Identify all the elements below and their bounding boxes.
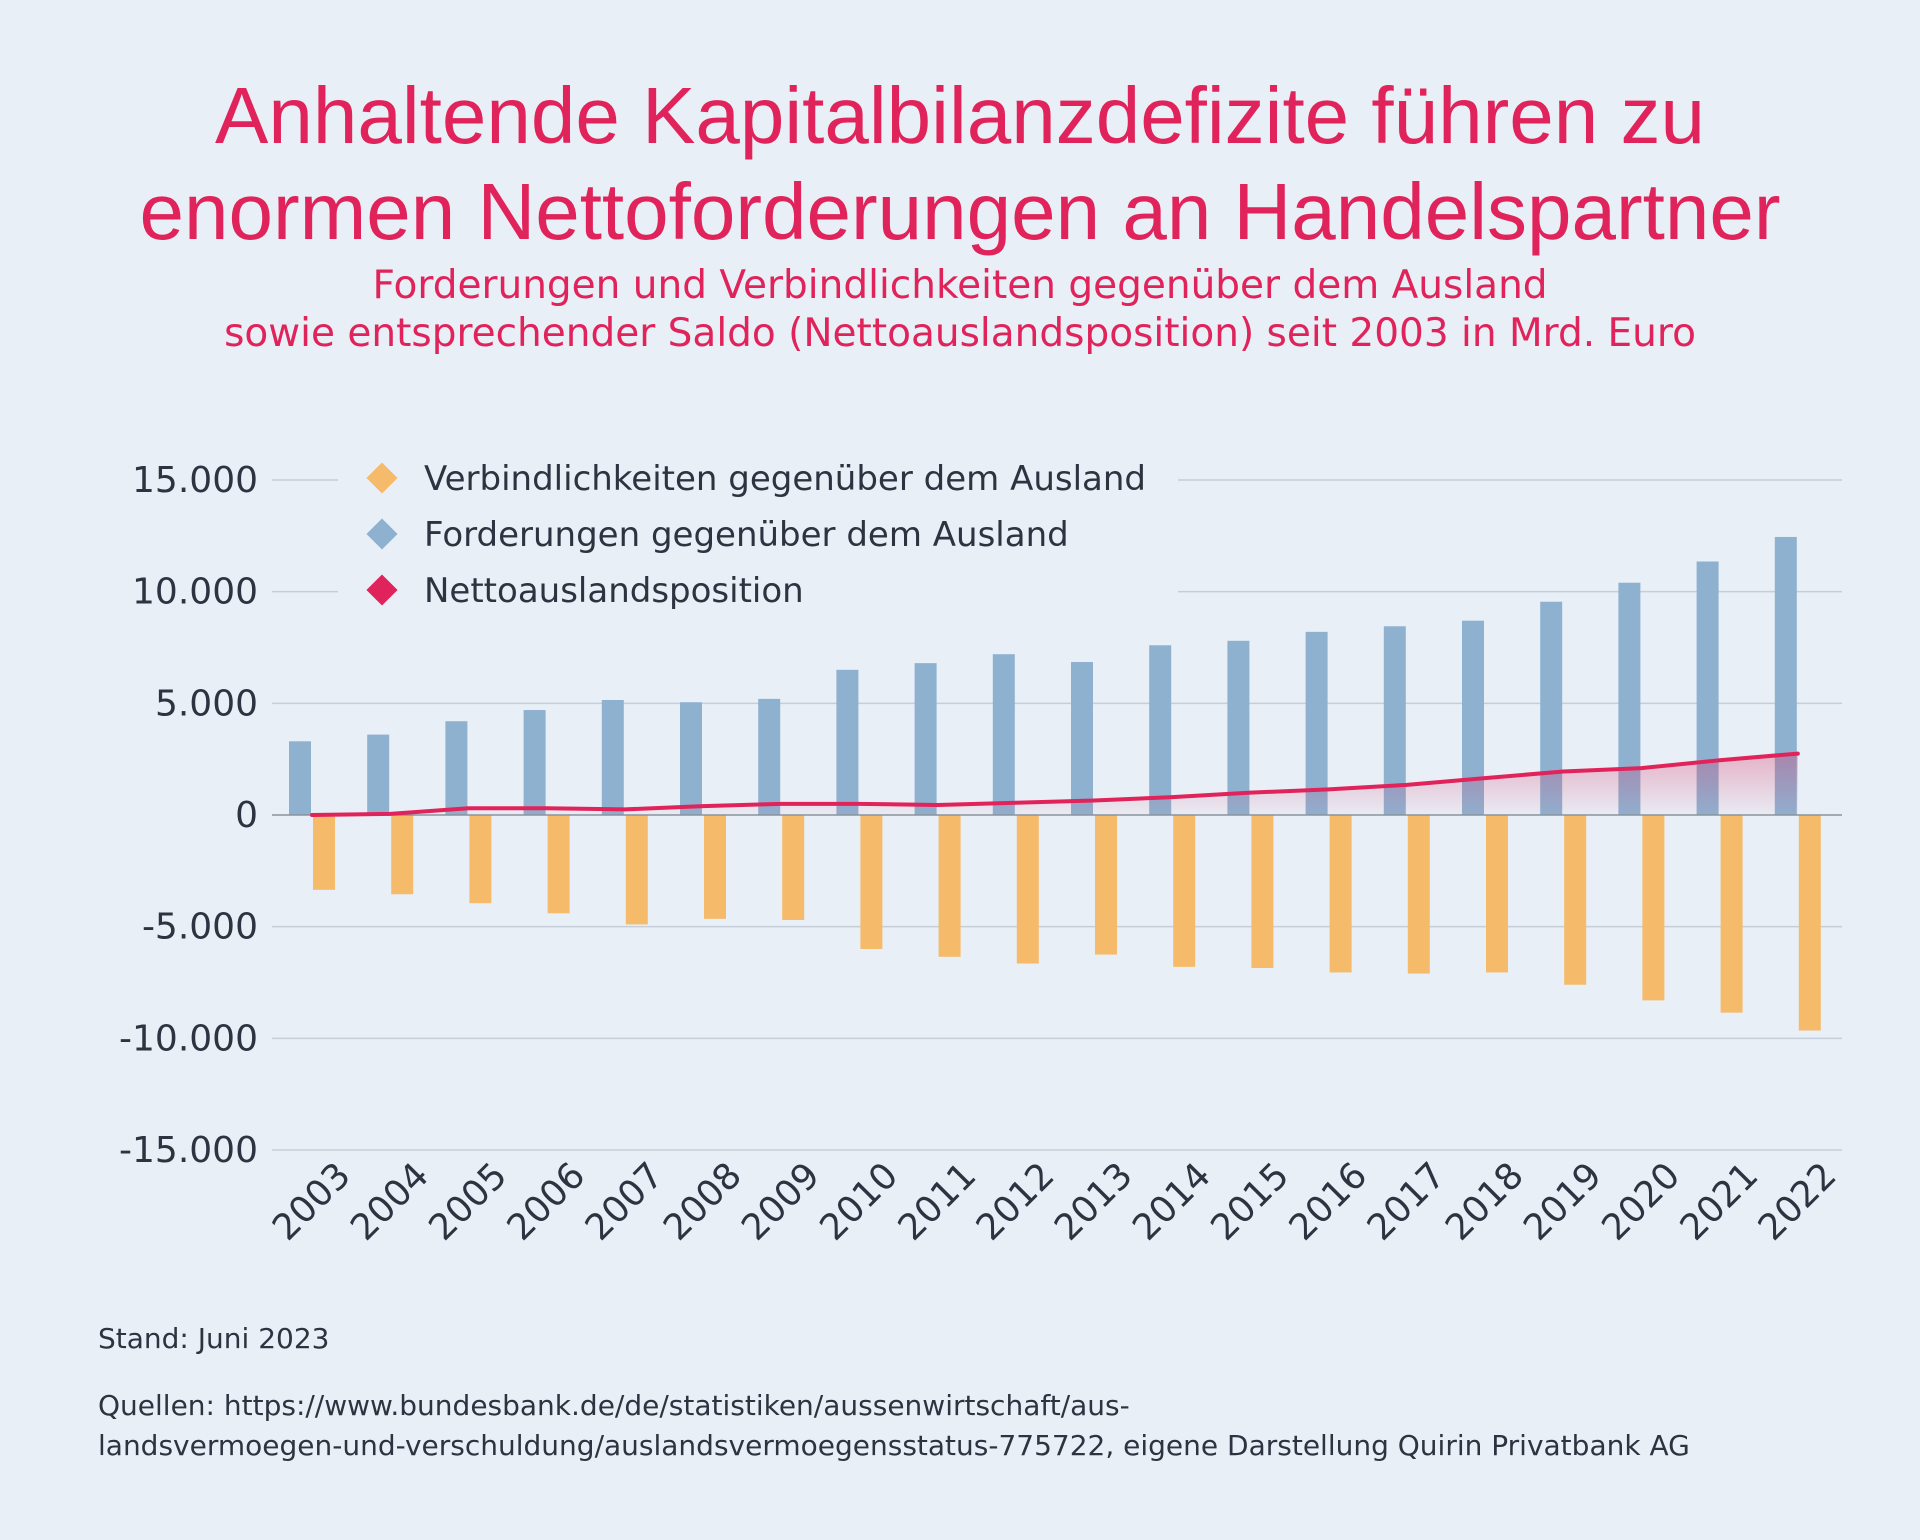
chart-subtitle-line-1: Forderungen und Verbindlichkeiten gegenü… — [372, 263, 1548, 308]
asset-bar — [523, 710, 546, 815]
x-tick-label: 2017 — [1360, 1155, 1454, 1249]
x-tick-label: 2006 — [500, 1155, 594, 1249]
y-tick-label: 15.000 — [132, 460, 258, 501]
chart-subtitle-line-2: sowie entsprechender Saldo (Nettoausland… — [224, 311, 1696, 356]
footer-source-line-2: landsvermoegen-und-verschuldung/auslands… — [98, 1429, 1690, 1462]
asset-bar — [289, 741, 311, 815]
legend-background — [338, 445, 1178, 615]
asset-bar — [1305, 631, 1328, 815]
chart-title: Anhaltende Kapitalbilanzdefizite führen … — [0, 68, 1920, 260]
asset-bar — [758, 698, 781, 815]
legend-label: Forderungen gegenüber dem Ausland — [424, 515, 1069, 555]
net-position-area — [312, 753, 1798, 815]
liability-bar — [1329, 815, 1352, 973]
y-tick-label: 0 — [235, 795, 258, 836]
asset-bar — [1540, 601, 1563, 815]
x-tick-label: 2012 — [969, 1155, 1063, 1249]
x-tick-label: 2004 — [343, 1155, 437, 1249]
x-tick-label: 2019 — [1516, 1155, 1610, 1249]
liability-bar — [625, 815, 648, 925]
bar-line-chart: 15.00010.0005.0000-5.000-10.000-15.00020… — [119, 445, 1845, 1249]
asset-bar — [836, 669, 859, 815]
liability-bar — [1564, 815, 1587, 985]
x-tick-label: 2015 — [1203, 1155, 1297, 1249]
liability-bar — [1798, 815, 1821, 1031]
asset-bar — [1227, 640, 1250, 815]
x-tick-label: 2010 — [812, 1155, 906, 1249]
asset-bar — [1618, 582, 1641, 815]
asset-bar — [914, 663, 937, 815]
liability-bar — [1720, 815, 1743, 1013]
asset-bar — [445, 721, 468, 815]
asset-bar — [1462, 620, 1484, 815]
liability-bar — [1486, 815, 1508, 973]
liability-bar — [860, 815, 883, 949]
x-tick-label: 2009 — [734, 1155, 828, 1249]
x-tick-label: 2020 — [1594, 1155, 1688, 1249]
y-tick-label: 10.000 — [132, 572, 258, 613]
y-tick-label: 5.000 — [155, 683, 258, 724]
asset-bar — [1774, 536, 1797, 815]
y-tick-label: -15.000 — [119, 1130, 258, 1171]
asset-bar — [1383, 626, 1406, 815]
footer-source: Quellen: https://www.bundesbank.de/de/st… — [98, 1386, 1858, 1466]
liability-bar — [938, 815, 961, 957]
x-tick-label: 2003 — [265, 1155, 359, 1249]
x-tick-label: 2013 — [1047, 1155, 1141, 1249]
liability-bar — [391, 815, 414, 895]
x-tick-label: 2005 — [421, 1155, 515, 1249]
chart-title-line-2: enormen Nettoforderungen an Handelspartn… — [139, 167, 1781, 256]
liability-bar — [1016, 815, 1039, 964]
asset-bar — [601, 699, 624, 815]
legend-label: Nettoauslandsposition — [424, 571, 804, 611]
net-position-line — [310, 751, 1800, 817]
liability-bar — [1173, 815, 1196, 967]
footer-source-line-1: Quellen: https://www.bundesbank.de/de/st… — [98, 1389, 1130, 1422]
liability-bar — [547, 815, 570, 914]
asset-bar — [1696, 561, 1719, 815]
y-tick-label: -5.000 — [142, 907, 258, 948]
asset-bar — [1149, 645, 1172, 815]
x-tick-label: 2008 — [656, 1155, 750, 1249]
x-tick-label: 2007 — [578, 1155, 672, 1249]
x-tick-label: 2022 — [1751, 1155, 1845, 1249]
asset-bar — [367, 734, 390, 815]
liability-bar — [1642, 815, 1665, 1001]
asset-bar — [1071, 662, 1093, 815]
x-tick-label: 2018 — [1438, 1155, 1532, 1249]
legend-marker — [366, 462, 398, 494]
liability-bar — [1251, 815, 1274, 968]
chart-subtitle: Forderungen und Verbindlichkeiten gegenü… — [0, 262, 1920, 358]
liability-bar — [704, 815, 726, 919]
asset-bar — [992, 654, 1015, 815]
x-tick-label: 2011 — [891, 1155, 985, 1249]
chart-title-line-1: Anhaltende Kapitalbilanzdefizite führen … — [215, 71, 1705, 160]
legend-label: Verbindlichkeiten gegenüber dem Ausland — [424, 459, 1146, 499]
footer-stand: Stand: Juni 2023 — [98, 1322, 330, 1355]
x-tick-label: 2014 — [1125, 1155, 1219, 1249]
liability-bar — [313, 815, 335, 890]
x-tick-label: 2016 — [1282, 1155, 1376, 1249]
liability-bar — [1407, 815, 1430, 974]
liability-bar — [469, 815, 492, 904]
y-tick-label: -10.000 — [119, 1018, 258, 1059]
x-tick-label: 2021 — [1673, 1155, 1767, 1249]
asset-bar — [680, 702, 702, 815]
liability-bar — [1095, 815, 1117, 955]
liability-bar — [782, 815, 805, 920]
